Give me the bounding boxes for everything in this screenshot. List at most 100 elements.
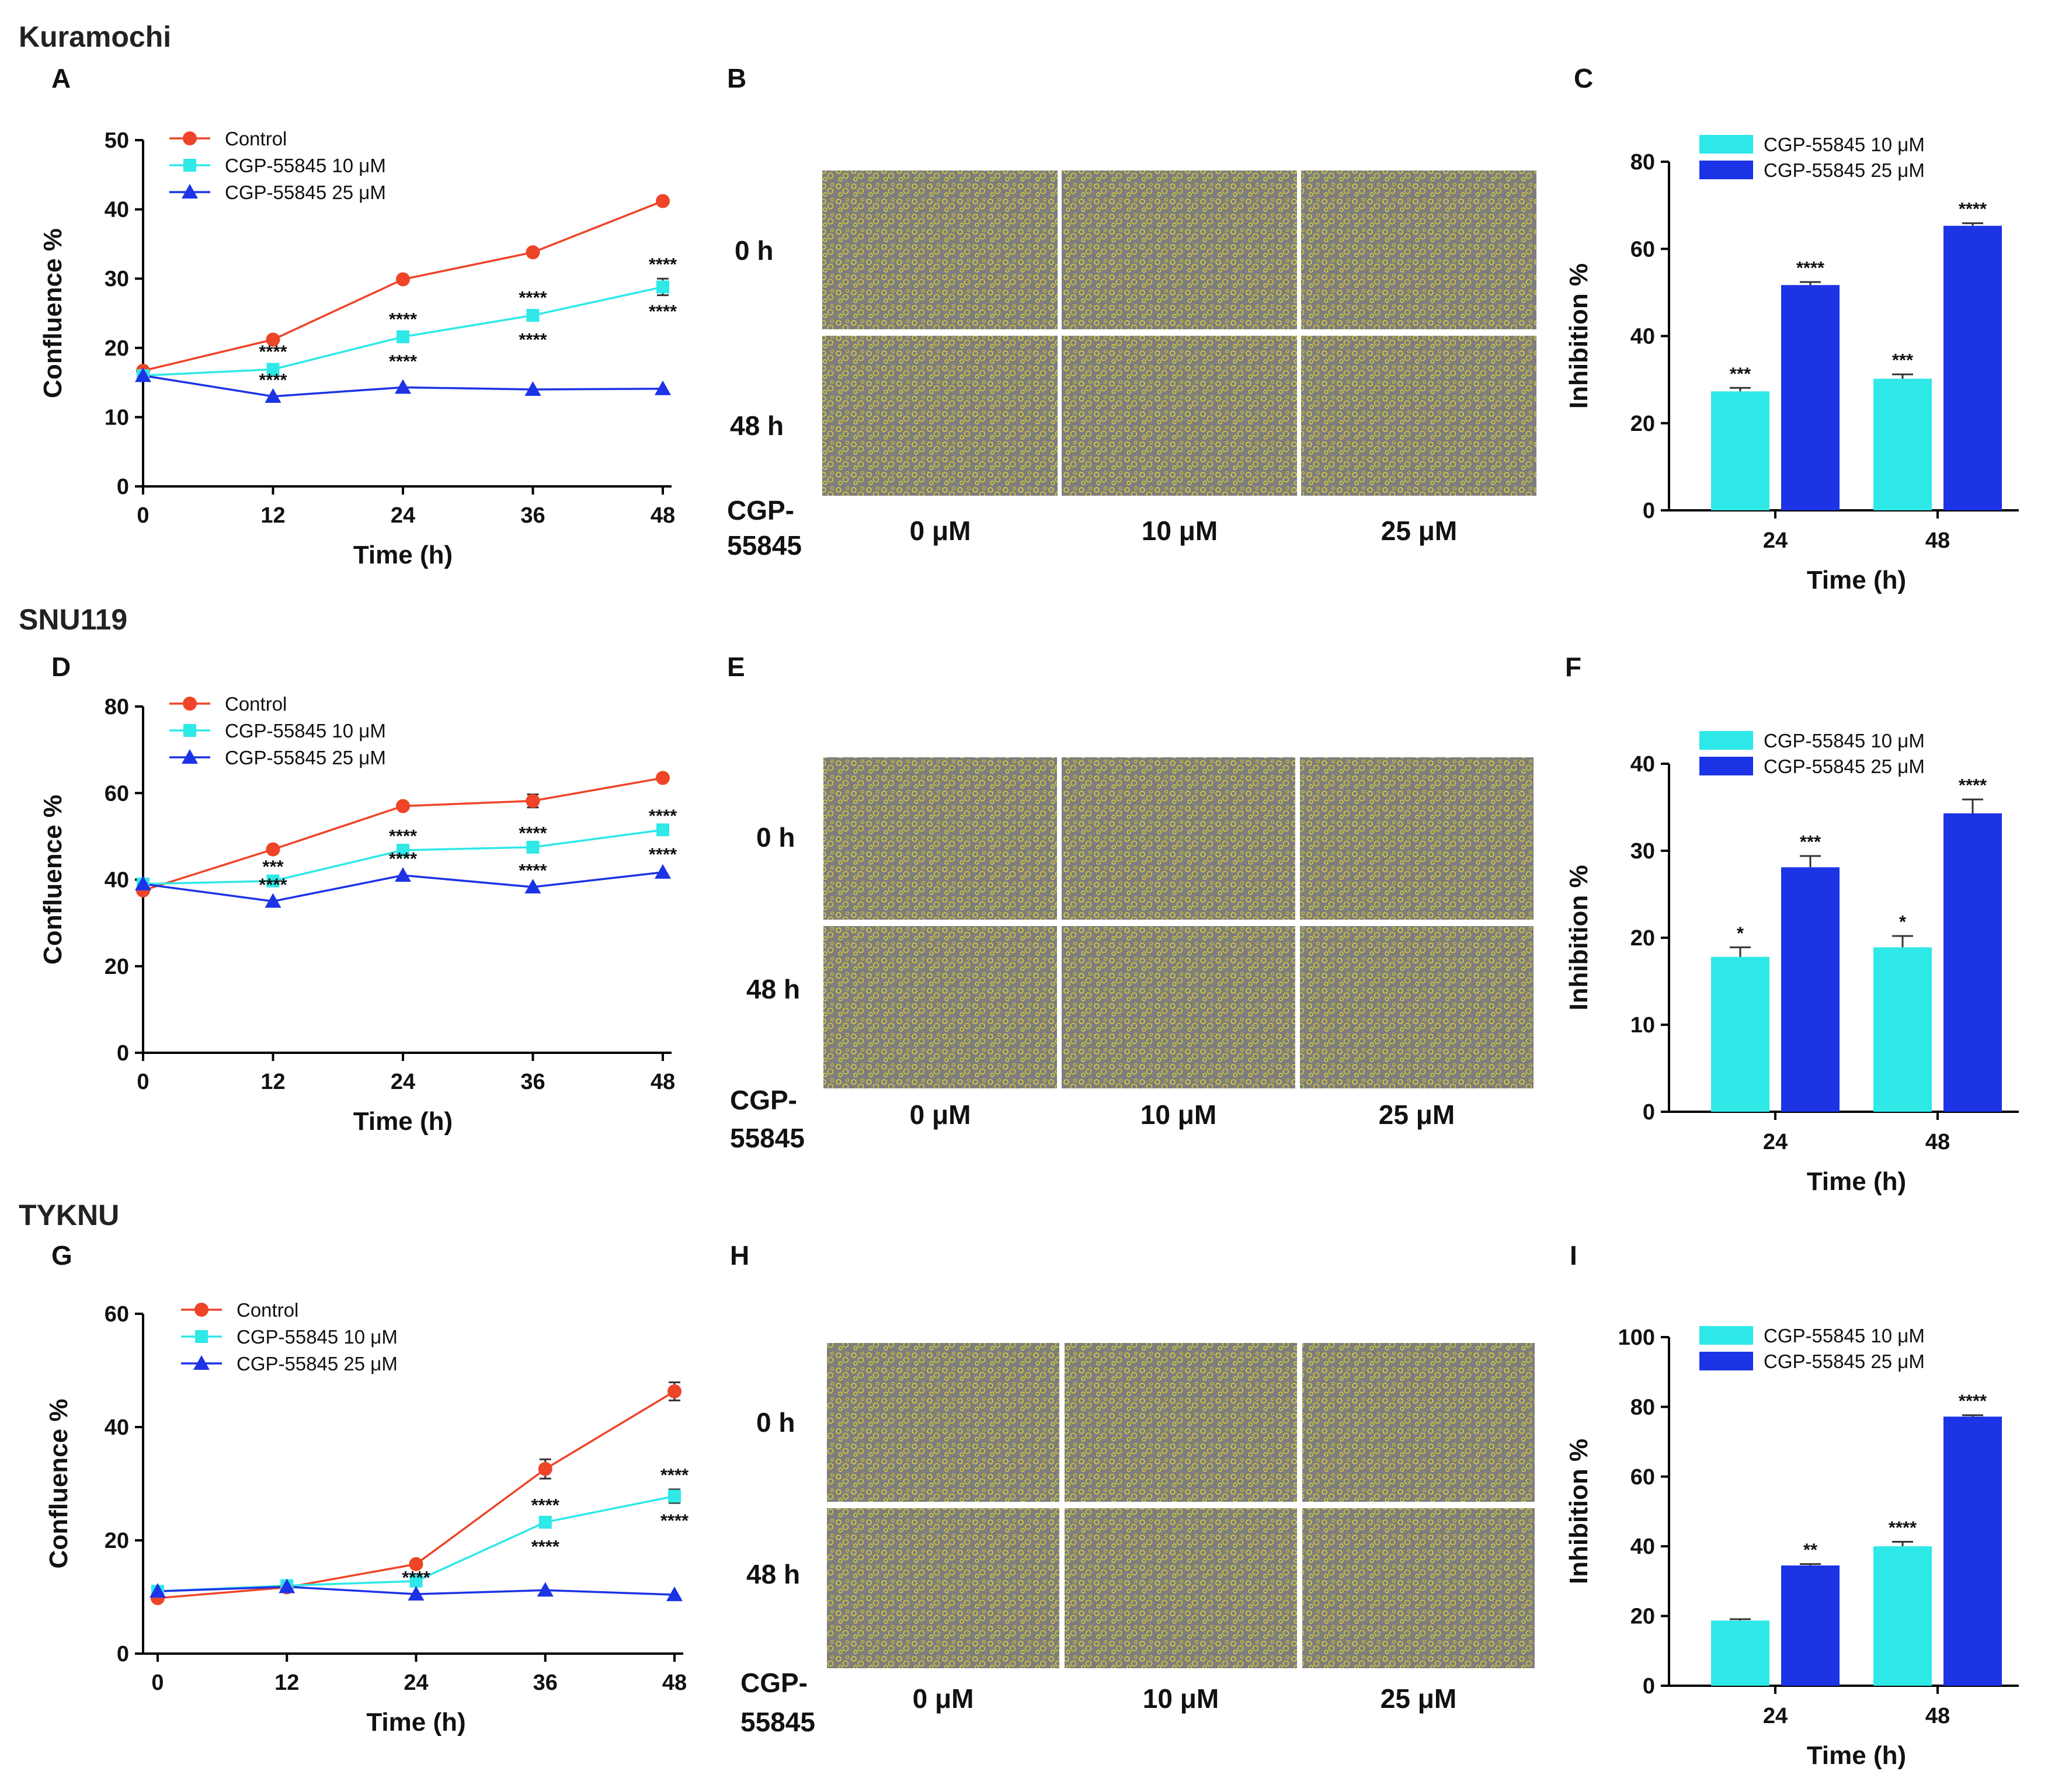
chart-d-sig-label: ****	[389, 826, 418, 846]
micrograph-panel-b: 0 h 48 h CGP- 55845 0 μM 10 μM 25 μM	[727, 170, 1536, 561]
chart-a-ytick-label: 10	[105, 405, 129, 430]
chart-a-legend-label-0: Control	[225, 128, 287, 149]
chart-g-sig-label: ****	[531, 1495, 560, 1515]
chart-i-tyknu-inhibition: 0 20 40 60 80 100 Inhibition % 24 ** 48 **** **** Ti…	[1564, 1325, 2019, 1770]
chart-a-sig-label: ****	[389, 309, 418, 329]
chart-c-legend-label-0: CGP-55845 10 μM	[1764, 134, 1925, 155]
micrograph-h-row-0h: 0 h	[756, 1407, 795, 1438]
chart-d-point-s1-1	[266, 874, 280, 888]
chart-d-sig-label: ****	[389, 848, 418, 869]
chart-c-sig-label: ****	[1959, 199, 1987, 219]
chart-d-point-s2-0	[135, 875, 151, 890]
micrograph-e-0h-25um	[1300, 757, 1534, 920]
chart-c-bar-s1-1	[1943, 225, 2002, 510]
micrograph-h-agent-line2: 55845	[740, 1707, 815, 1737]
chart-a-point-s2-2	[395, 379, 411, 394]
chart-i-ytick-label: 80	[1630, 1395, 1655, 1419]
micrograph-b-col-10um: 10 μM	[1142, 516, 1218, 546]
chart-a-point-s2-4	[655, 380, 671, 395]
chart-a-point-s1-2	[397, 330, 409, 343]
chart-c-ytick-label: 40	[1630, 325, 1655, 349]
chart-g-xtick-label: 0	[151, 1671, 164, 1695]
chart-g-legend-label-2: CGP-55845 25 μM	[237, 1353, 398, 1375]
chart-d-sig-label: ****	[519, 860, 547, 881]
panel-label-h: H	[730, 1240, 749, 1271]
chart-g-ytick-label: 0	[117, 1642, 129, 1666]
chart-a-legend-marker-2	[182, 184, 198, 199]
micrograph-b-row-48h: 48 h	[730, 410, 784, 441]
chart-i-bar-s0-1	[1873, 1546, 1932, 1686]
chart-g-legend-marker-2	[193, 1355, 210, 1370]
micrograph-h-col-0um: 0 μM	[913, 1683, 974, 1714]
chart-g-legend-label-0: Control	[237, 1299, 298, 1321]
chart-d-xtick-label: 0	[137, 1070, 149, 1094]
chart-a-sig-label: ****	[389, 351, 418, 371]
chart-d-point-s0-2	[396, 799, 410, 813]
micrograph-e-agent-line2: 55845	[730, 1123, 805, 1153]
chart-d-xtick-label: 48	[651, 1070, 675, 1094]
chart-g-point-s2-4	[666, 1586, 683, 1602]
chart-a-xtick-label: 24	[391, 503, 415, 528]
chart-f-bar-s0-1	[1873, 947, 1932, 1112]
chart-d-xtick-label: 24	[391, 1070, 415, 1094]
micrograph-panel-h: 0 h 48 h CGP- 55845 0 μM 10 μM 25 μM	[740, 1343, 1535, 1737]
chart-c-ytick-label: 80	[1630, 150, 1655, 175]
chart-d-point-s0-3	[526, 794, 540, 808]
chart-g-point-s1-2	[409, 1574, 423, 1588]
chart-g-sig-label: ****	[660, 1510, 689, 1530]
chart-a-sig-label: ****	[519, 329, 547, 350]
chart-g-point-s0-4	[667, 1384, 681, 1398]
chart-g-legend-marker-0	[194, 1303, 208, 1317]
chart-d-snu119-confluence: 0 20 40 60 80 Confluence % 0 12 24 36 48 Time (h) **…	[39, 693, 677, 1136]
chart-a-point-s0-3	[526, 245, 540, 260]
chart-g-xtick-label: 24	[404, 1671, 428, 1695]
chart-a-legend-label-1: CGP-55845 10 μM	[225, 155, 386, 176]
micrograph-b-col-25um: 25 μM	[1381, 516, 1457, 546]
micrograph-b-48h-25um	[1301, 336, 1536, 496]
chart-c-legend-swatch-0	[1699, 135, 1753, 154]
chart-f-ytick-label: 0	[1643, 1100, 1655, 1125]
chart-f-sig-label: *	[1737, 923, 1744, 943]
chart-f-ytick-label: 40	[1630, 752, 1655, 777]
micrograph-e-col-25um: 25 μM	[1379, 1099, 1455, 1130]
chart-d-legend-marker-2	[182, 749, 198, 764]
chart-c-legend-label-1: CGP-55845 25 μM	[1764, 159, 1925, 181]
chart-i-legend-swatch-1	[1699, 1352, 1753, 1370]
chart-f-ytick-label: 30	[1630, 839, 1655, 864]
micrograph-b-0h-0um	[822, 170, 1058, 329]
chart-i-xtick-label: 48	[1925, 1704, 1950, 1728]
micrograph-h-col-10um: 10 μM	[1143, 1683, 1219, 1714]
micrograph-b-agent-line1: CGP-	[727, 495, 794, 526]
chart-a-ytick-label: 0	[117, 475, 129, 499]
chart-g-point-s2-1	[279, 1578, 295, 1593]
chart-g-sig-label: ****	[531, 1536, 560, 1557]
chart-a-legend-marker-1	[183, 159, 196, 172]
chart-g-ytick-label: 60	[105, 1302, 129, 1327]
micrograph-h-agent-line1: CGP-	[740, 1668, 808, 1698]
chart-d-point-s1-4	[656, 823, 669, 837]
chart-a-point-s0-1	[266, 332, 280, 347]
chart-d-point-s2-1	[265, 893, 281, 908]
chart-d-point-s2-3	[524, 879, 541, 894]
chart-d-point-s0-1	[266, 842, 280, 857]
chart-a-sig-label: ****	[649, 301, 677, 321]
chart-a-point-s2-3	[524, 381, 541, 396]
chart-c-ytick-label: 0	[1643, 499, 1655, 523]
chart-d-legend-label-2: CGP-55845 25 μM	[225, 747, 386, 768]
chart-a-point-s0-2	[396, 272, 410, 287]
chart-a-xlabel: Time (h)	[353, 541, 453, 569]
micrograph-e-48h-0um	[823, 926, 1057, 1088]
chart-d-xlabel: Time (h)	[353, 1107, 453, 1136]
section-title-tyknu: TYKNU	[19, 1199, 119, 1231]
micrograph-e-0h-10um	[1062, 757, 1295, 920]
chart-f-bar-s0-0	[1711, 956, 1769, 1112]
micrograph-h-48h-10um	[1065, 1508, 1297, 1668]
chart-i-xlabel: Time (h)	[1807, 1741, 1906, 1770]
chart-a-sig-label: ****	[649, 254, 677, 274]
chart-c-sig-label: ***	[1892, 350, 1914, 370]
chart-d-legend-label-1: CGP-55845 10 μM	[225, 720, 386, 742]
chart-d-ytick-label: 0	[117, 1041, 129, 1066]
panel-label-i: I	[1570, 1240, 1577, 1271]
chart-c-ytick-label: 20	[1630, 412, 1655, 436]
